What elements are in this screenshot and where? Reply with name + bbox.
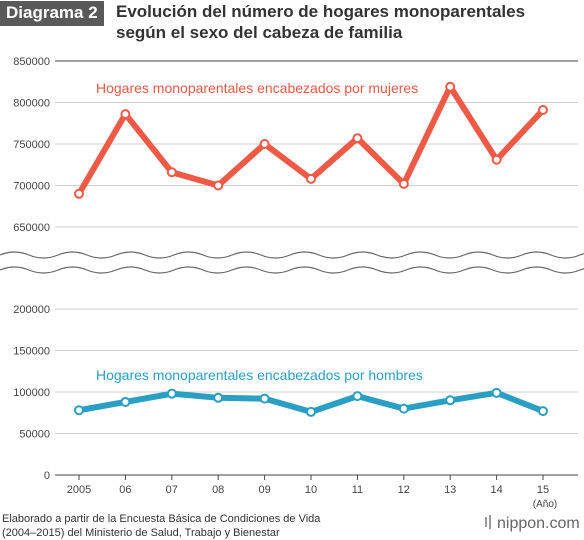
line-chart: 8500008000007500007000006500002000001500… <box>0 56 584 510</box>
data-point-women <box>445 81 456 92</box>
axis-break <box>0 251 584 274</box>
data-point-men <box>120 396 131 407</box>
data-point-men <box>74 405 84 416</box>
data-point-women <box>306 173 316 184</box>
data-point-women <box>352 133 363 144</box>
data-point-women <box>74 188 84 199</box>
chart-title: Evolución del número de hogares monopare… <box>116 1 576 43</box>
y-tick-label: 200000 <box>13 304 50 316</box>
y-tick-label: 0 <box>44 470 50 482</box>
series-label-men: Hogares monoparentales encabezados por h… <box>96 367 423 383</box>
x-tick-label: 12 <box>398 484 410 496</box>
data-point-women <box>120 109 131 120</box>
nippon-logo: nippon.com <box>485 515 580 533</box>
data-point-women <box>213 180 224 191</box>
y-tick-label: 750000 <box>13 139 50 151</box>
data-point-women <box>259 139 270 149</box>
data-point-men <box>213 392 224 403</box>
data-point-men <box>445 395 456 406</box>
axis-break-wave <box>0 251 584 259</box>
x-tick-label: 06 <box>119 484 131 496</box>
axis-break-wave <box>0 266 584 274</box>
y-tick-label: 700000 <box>13 181 50 193</box>
chart-title-line-1: Evolución del número de hogares monopare… <box>116 2 526 21</box>
y-tick-label: 850000 <box>13 56 50 68</box>
x-tick-label: 09 <box>258 484 270 496</box>
data-point-men <box>538 406 548 417</box>
y-tick-label: 150000 <box>13 346 50 358</box>
series-lines <box>74 81 548 417</box>
x-tick-label: 13 <box>444 484 456 496</box>
x-tick-label: 08 <box>212 484 224 496</box>
x-axis-unit: (Año) <box>533 499 557 510</box>
y-tick-label: 800000 <box>13 98 50 110</box>
data-point-men <box>352 391 363 402</box>
data-point-men <box>306 406 316 417</box>
y-tick-label: 50000 <box>19 429 50 441</box>
data-point-men <box>491 387 502 398</box>
data-point-women <box>166 167 177 178</box>
data-point-men <box>398 403 409 414</box>
figure-badge: Diagrama 2 <box>0 1 104 26</box>
x-tick-label: 07 <box>166 484 178 496</box>
source-note: Elaborado a partir de la Encuesta Básica… <box>2 512 320 540</box>
data-point-men <box>259 393 270 404</box>
source-line-2: (2004–2015) del Ministerio de Salud, Tra… <box>2 527 280 539</box>
y-tick-label: 650000 <box>13 222 50 234</box>
x-tick-label: 2005 <box>67 484 91 496</box>
chart-title-line-2: según el sexo del cabeza de familia <box>116 23 403 42</box>
grid-lines <box>55 60 578 480</box>
data-point-women <box>491 154 502 165</box>
logo-bars-icon <box>485 515 491 529</box>
logo-text: nippon.com <box>497 515 580 532</box>
x-tick-label: 11 <box>352 484 363 496</box>
x-tick-label: 14 <box>490 484 502 496</box>
x-tick-label: 10 <box>305 484 317 496</box>
chart-header: Diagrama 2 Evolución del número de hogar… <box>0 0 584 48</box>
data-point-men <box>166 388 177 399</box>
y-tick-label: 100000 <box>13 387 50 399</box>
tick-labels: 8500008000007500007000006500002000001500… <box>13 56 557 510</box>
data-point-women <box>538 104 548 115</box>
data-point-women <box>398 178 409 189</box>
series-label-women: Hogares monoparentales encabezados por m… <box>96 80 418 96</box>
source-line-1: Elaborado a partir de la Encuesta Básica… <box>2 513 321 525</box>
x-tick-label: 15 <box>537 484 549 496</box>
